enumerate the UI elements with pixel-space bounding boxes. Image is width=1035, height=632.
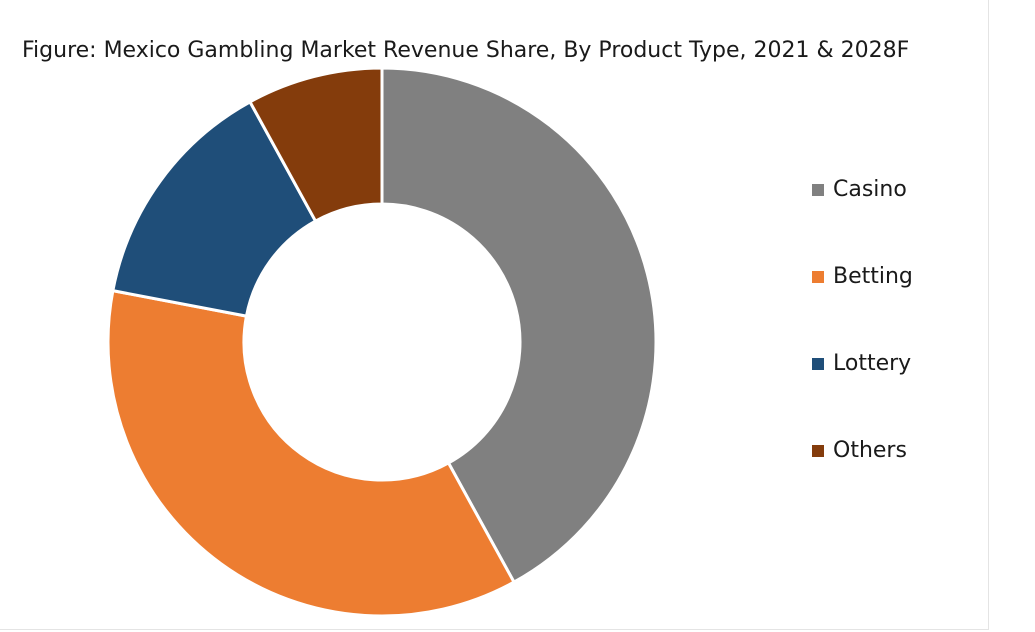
- legend-label-lottery: Lottery: [833, 351, 912, 376]
- legend-label-others: Others: [833, 438, 907, 463]
- legend-swatch-others: [812, 445, 824, 457]
- legend-swatch-betting: [812, 271, 824, 283]
- chart-title: Figure: Mexico Gambling Market Revenue S…: [22, 38, 910, 63]
- slice-lottery: [111, 99, 318, 318]
- legend: Casino Betting Lottery Others: [812, 176, 913, 524]
- legend-swatch-casino: [812, 184, 824, 196]
- slice-casino: [380, 66, 658, 585]
- legend-item-casino: Casino: [812, 176, 913, 263]
- legend-swatch-lottery: [812, 358, 824, 370]
- legend-item-others: Others: [812, 437, 913, 524]
- slice-betting: [106, 288, 517, 618]
- legend-item-lottery: Lottery: [812, 350, 913, 437]
- legend-item-betting: Betting: [812, 263, 913, 350]
- legend-label-casino: Casino: [833, 177, 907, 202]
- legend-label-betting: Betting: [833, 264, 913, 289]
- slice-others: [247, 66, 384, 224]
- chart-frame: [0, 0, 989, 630]
